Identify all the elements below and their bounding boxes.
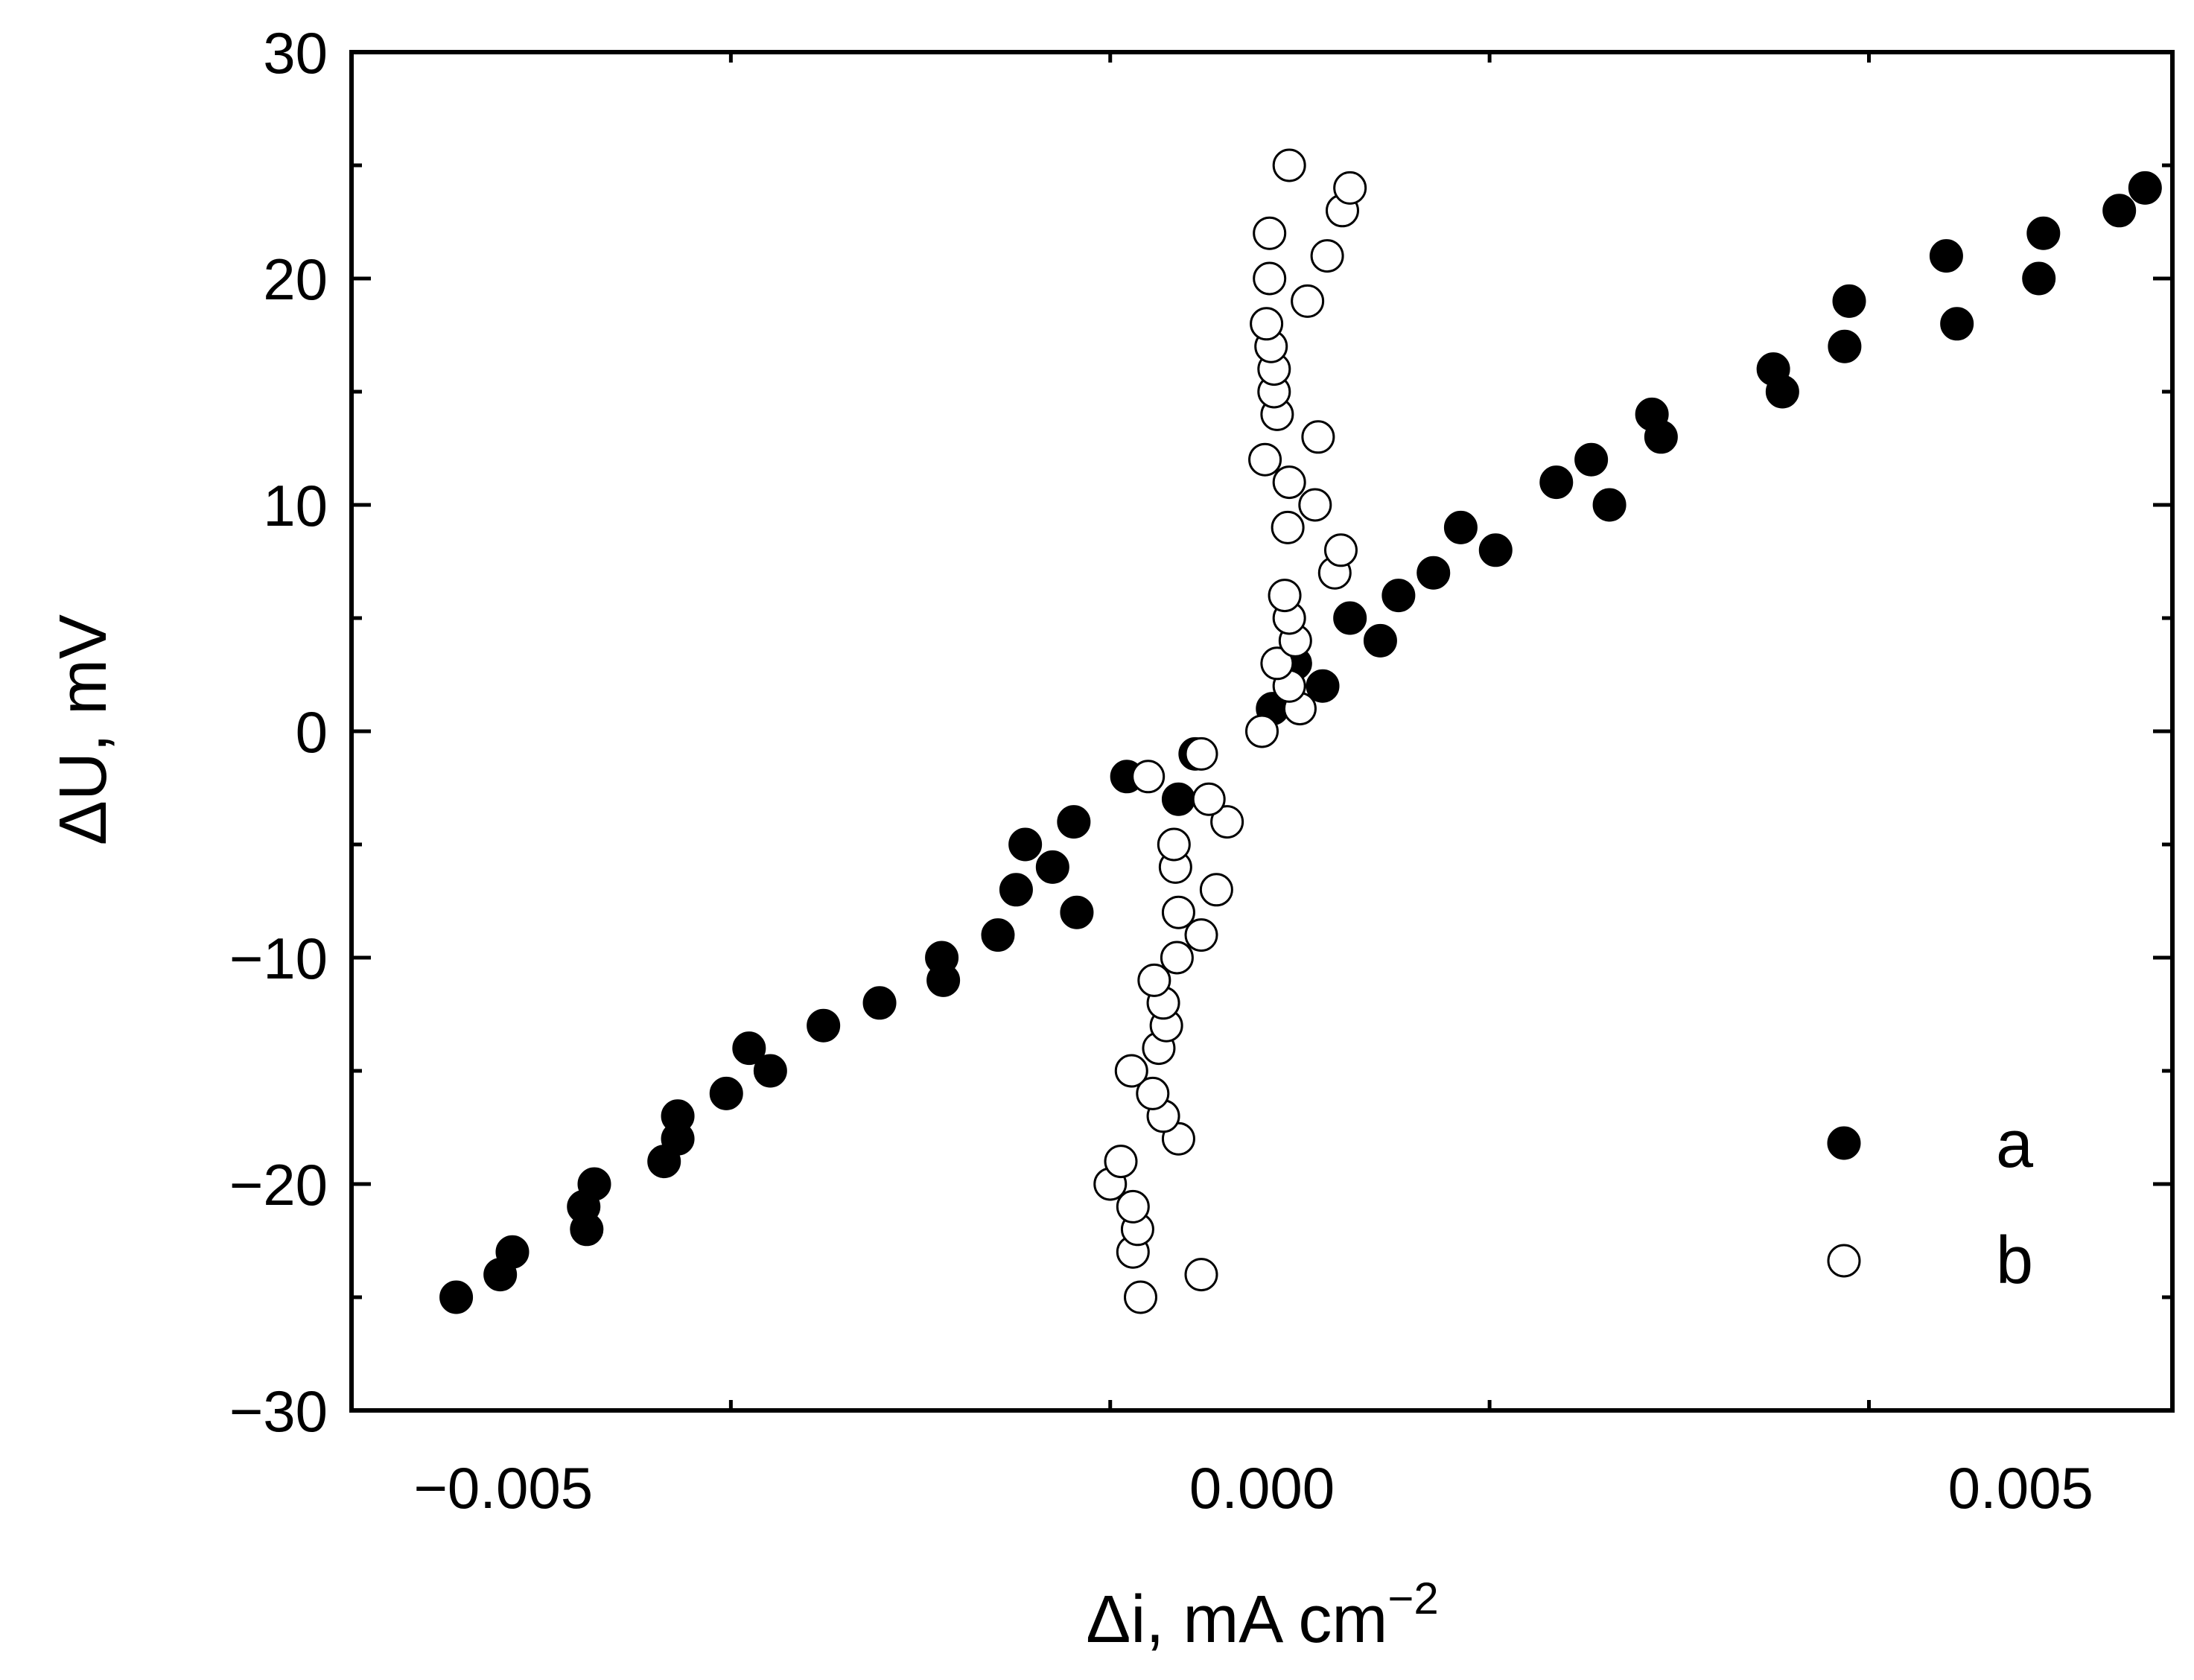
data-point-a — [1940, 307, 1974, 341]
data-point-a — [1035, 850, 1069, 884]
data-point-a — [807, 1008, 841, 1043]
data-point-b — [1157, 827, 1191, 862]
data-point-a — [495, 1235, 530, 1269]
data-point-a — [1635, 397, 1669, 431]
data-point-b — [1104, 1145, 1138, 1179]
data-point-a — [1333, 601, 1367, 635]
x-axis-label: Δi, mA cm−2 — [1086, 1574, 1439, 1657]
y-tick-label: −10 — [229, 926, 328, 991]
data-point-a — [2128, 171, 2162, 205]
data-point-a — [732, 1031, 766, 1066]
data-point-b — [1272, 148, 1306, 182]
y-tick-label: 20 — [263, 246, 328, 312]
y-tick-label: −20 — [229, 1152, 328, 1218]
data-point-a — [1592, 488, 1627, 522]
data-point-b — [1268, 579, 1302, 613]
legend: a b — [1827, 1107, 2034, 1298]
data-point-b — [1184, 1258, 1218, 1292]
data-point-b — [1310, 239, 1344, 273]
data-point-a — [2102, 194, 2137, 228]
data-point-a — [999, 873, 1033, 907]
data-point-a — [753, 1054, 787, 1088]
data-point-b — [1137, 963, 1171, 997]
x-tick-label: −0.005 — [413, 1455, 593, 1521]
data-point-a — [1416, 556, 1451, 590]
data-point-b — [1136, 1076, 1170, 1110]
data-point-a — [1443, 510, 1478, 544]
legend-marker-b — [1827, 1244, 1861, 1278]
data-point-b — [1291, 284, 1325, 318]
data-point-b — [1184, 736, 1218, 771]
axis-ticks — [349, 50, 2172, 1413]
data-point-b — [1298, 488, 1332, 522]
y-tick-label: 30 — [263, 20, 328, 86]
data-points — [439, 148, 2162, 1314]
data-point-a — [439, 1280, 474, 1314]
data-point-a — [1539, 465, 1574, 500]
data-point-a — [1929, 239, 1963, 273]
data-point-b — [1250, 307, 1284, 341]
y-axis-label: ΔU, mV — [46, 614, 121, 845]
data-point-a — [661, 1099, 695, 1133]
data-point-a — [709, 1076, 743, 1110]
data-point-b — [1161, 895, 1195, 929]
x-axis-label-superscript: −2 — [1387, 1574, 1438, 1623]
data-point-b — [1271, 510, 1305, 544]
data-point-b — [1184, 918, 1218, 952]
data-point-b — [1323, 533, 1358, 567]
data-point-b — [1199, 873, 1233, 907]
data-point-b — [1260, 646, 1294, 681]
data-point-a — [1756, 352, 1790, 386]
x-tick-labels: −0.005 0.000 0.005 — [413, 1455, 2093, 1521]
legend-label-a: a — [1996, 1107, 2034, 1182]
data-point-b — [1253, 261, 1287, 296]
y-tick-label: 0 — [296, 699, 328, 765]
data-point-a — [981, 918, 1015, 952]
legend-label-b: b — [1996, 1224, 2033, 1298]
data-point-b — [1116, 1189, 1150, 1224]
data-point-a — [1478, 533, 1513, 567]
data-point-b — [1210, 805, 1244, 839]
data-point-b — [1245, 714, 1279, 748]
data-point-a — [925, 941, 959, 975]
y-tick-labels: −30 −20 −10 0 10 20 30 — [229, 20, 328, 1444]
x-axis-label-text: Δi, mA cm — [1086, 1582, 1387, 1657]
data-point-a — [1306, 669, 1340, 703]
x-tick-label: 0.005 — [1948, 1455, 2093, 1521]
data-point-b — [1131, 760, 1166, 794]
data-point-b — [1160, 941, 1194, 975]
data-point-a — [1060, 895, 1094, 929]
data-point-b — [1192, 782, 1226, 816]
data-point-b — [1124, 1280, 1157, 1314]
data-point-a — [2022, 261, 2056, 296]
data-point-a — [1381, 579, 1416, 613]
data-point-b — [1301, 420, 1335, 454]
data-point-b — [1272, 465, 1306, 500]
data-point-a — [1161, 782, 1195, 816]
data-point-a — [862, 986, 897, 1020]
data-point-a — [2026, 216, 2061, 250]
data-point-a — [577, 1167, 611, 1201]
y-tick-label: −30 — [229, 1378, 328, 1444]
data-point-a — [1057, 805, 1091, 839]
x-tick-label: 0.000 — [1189, 1455, 1335, 1521]
data-point-a — [1828, 329, 1862, 363]
data-point-b — [1114, 1054, 1148, 1088]
data-point-a — [1008, 827, 1043, 862]
data-point-a — [1363, 623, 1397, 658]
data-point-a — [1832, 284, 1866, 318]
y-tick-label: 10 — [263, 473, 328, 538]
data-point-b — [1248, 442, 1282, 477]
legend-marker-a — [1827, 1126, 1861, 1160]
data-point-b — [1253, 216, 1287, 250]
data-point-b — [1333, 171, 1367, 205]
data-point-a — [1574, 442, 1609, 477]
